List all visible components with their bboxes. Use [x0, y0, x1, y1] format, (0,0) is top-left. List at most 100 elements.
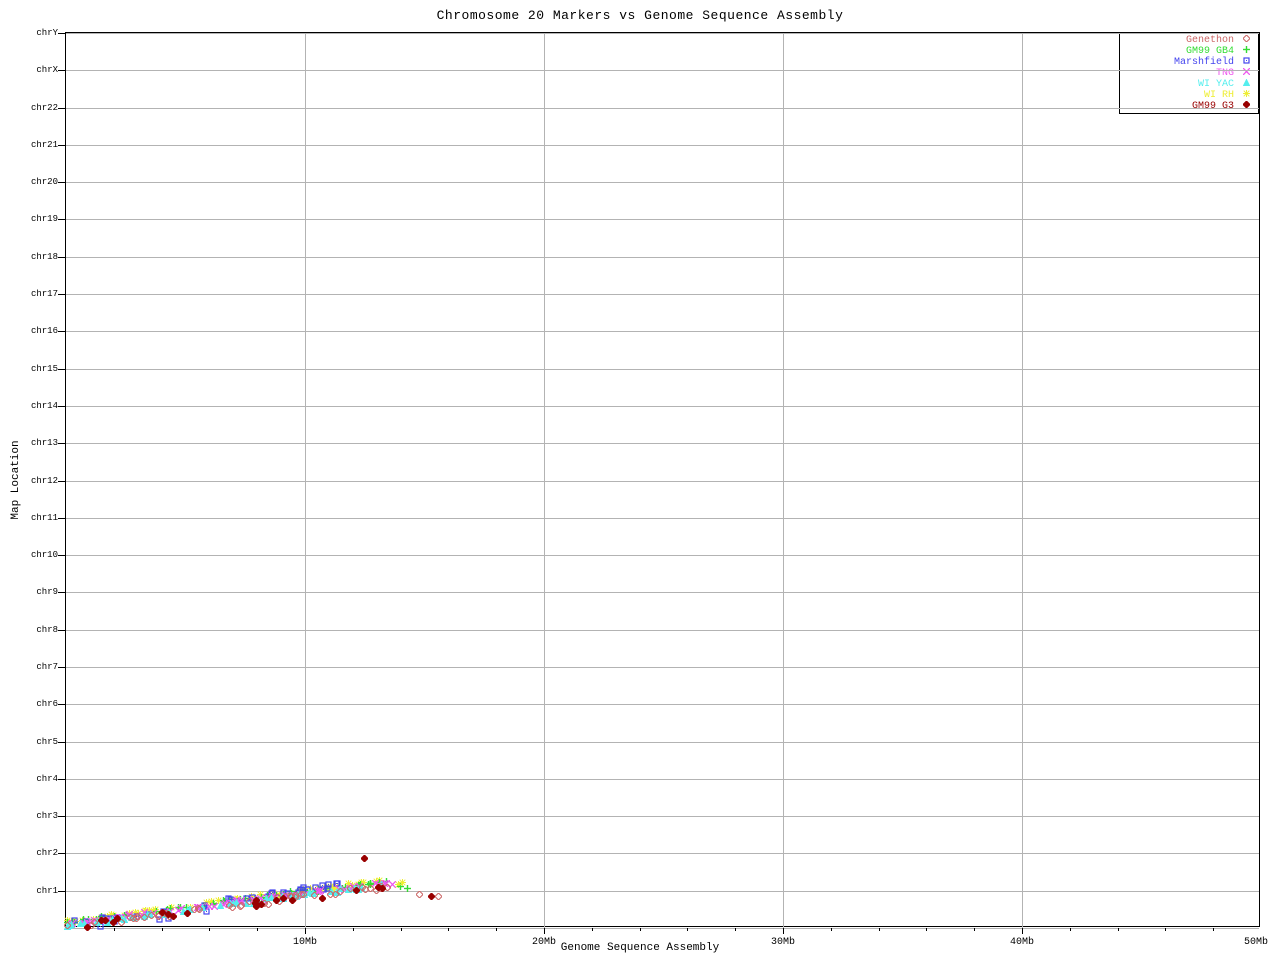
data-point-gm99-gb4[interactable] — [237, 896, 244, 903]
data-point-gm99-gb4[interactable] — [221, 898, 228, 905]
data-point-marshfield[interactable] — [334, 880, 341, 887]
data-point-wi-rh[interactable] — [90, 916, 97, 923]
data-point-genethon[interactable] — [246, 898, 253, 905]
data-point-wi-rh[interactable] — [121, 912, 128, 919]
data-point-gm99-gb4[interactable] — [210, 900, 217, 907]
data-point-marshfield[interactable] — [225, 895, 232, 902]
data-point-genethon[interactable] — [238, 902, 245, 909]
data-point-marshfield[interactable] — [71, 917, 78, 924]
data-point-genethon[interactable] — [237, 903, 244, 910]
data-point-tng[interactable] — [150, 910, 157, 917]
data-point-tng[interactable] — [280, 894, 287, 901]
data-point-gm99-g3[interactable] — [98, 917, 105, 924]
data-point-marshfield[interactable] — [165, 915, 172, 922]
data-point-wi-rh[interactable] — [317, 886, 324, 893]
data-point-gm99-g3[interactable] — [273, 897, 280, 904]
data-point-marshfield[interactable] — [133, 913, 140, 920]
data-point-tng[interactable] — [238, 897, 245, 904]
data-point-tng[interactable] — [226, 900, 233, 907]
data-point-tng[interactable] — [69, 920, 76, 927]
data-point-genethon[interactable] — [196, 906, 203, 913]
data-point-tng[interactable] — [220, 901, 227, 908]
data-point-tng[interactable] — [123, 914, 130, 921]
data-point-wi-rh[interactable] — [399, 879, 406, 886]
data-point-wi-yac[interactable] — [378, 882, 385, 889]
data-point-marshfield[interactable] — [97, 923, 104, 930]
data-point-marshfield[interactable] — [102, 915, 109, 922]
data-point-wi-rh[interactable] — [215, 897, 222, 904]
data-point-marshfield[interactable] — [265, 893, 272, 900]
data-point-gm99-gb4[interactable] — [64, 919, 71, 926]
data-point-wi-rh[interactable] — [150, 908, 157, 915]
data-point-marshfield[interactable] — [234, 898, 241, 905]
data-point-wi-yac[interactable] — [230, 900, 237, 907]
data-point-gm99-g3[interactable] — [184, 910, 191, 917]
data-point-wi-yac[interactable] — [199, 904, 206, 911]
data-point-tng[interactable] — [250, 896, 257, 903]
data-point-wi-rh[interactable] — [230, 897, 237, 904]
data-point-gm99-gb4[interactable] — [383, 878, 390, 885]
data-point-wi-rh[interactable] — [72, 918, 79, 925]
data-point-gm99-gb4[interactable] — [111, 913, 118, 920]
data-point-tng[interactable] — [350, 883, 357, 890]
data-point-gm99-gb4[interactable] — [69, 918, 76, 925]
data-point-gm99-gb4[interactable] — [177, 904, 184, 911]
data-point-wi-rh[interactable] — [327, 883, 334, 890]
data-point-genethon[interactable] — [141, 914, 148, 921]
data-point-gm99-gb4[interactable] — [247, 895, 254, 902]
data-point-genethon[interactable] — [287, 893, 294, 900]
data-point-wi-yac[interactable] — [184, 907, 191, 914]
data-point-wi-yac[interactable] — [109, 916, 116, 923]
data-point-genethon[interactable] — [166, 913, 173, 920]
data-point-gm99-g3[interactable] — [428, 893, 435, 900]
data-point-gm99-gb4[interactable] — [167, 905, 174, 912]
data-point-wi-rh[interactable] — [349, 882, 356, 889]
data-point-gm99-gb4[interactable] — [210, 901, 217, 908]
data-point-genethon[interactable] — [276, 898, 283, 905]
data-point-tng[interactable] — [175, 907, 182, 914]
data-point-gm99-g3[interactable] — [102, 917, 109, 924]
data-point-wi-rh[interactable] — [126, 910, 133, 917]
data-point-wi-rh[interactable] — [203, 899, 210, 906]
data-point-wi-rh[interactable] — [395, 881, 402, 888]
data-point-gm99-gb4[interactable] — [280, 891, 287, 898]
data-point-tng[interactable] — [102, 917, 109, 924]
data-point-genethon[interactable] — [292, 892, 299, 899]
data-point-tng[interactable] — [126, 911, 133, 918]
data-point-gm99-gb4[interactable] — [258, 894, 265, 901]
data-point-tng[interactable] — [84, 919, 91, 926]
data-point-gm99-gb4[interactable] — [355, 882, 362, 889]
data-point-tng[interactable] — [282, 892, 289, 899]
data-point-wi-yac[interactable] — [295, 891, 302, 898]
data-point-gm99-gb4[interactable] — [273, 892, 280, 899]
data-point-wi-rh[interactable] — [98, 914, 105, 921]
data-point-wi-rh[interactable] — [135, 910, 142, 917]
data-point-gm99-g3[interactable] — [252, 900, 259, 907]
data-point-tng[interactable] — [197, 904, 204, 911]
data-point-genethon[interactable] — [435, 893, 442, 900]
data-point-gm99-gb4[interactable] — [287, 888, 294, 895]
data-point-genethon[interactable] — [133, 915, 140, 922]
data-point-genethon[interactable] — [282, 893, 289, 900]
data-point-marshfield[interactable] — [160, 908, 167, 915]
data-point-genethon[interactable] — [311, 892, 318, 899]
data-point-gm99-g3[interactable] — [319, 895, 326, 902]
data-point-genethon[interactable] — [274, 894, 281, 901]
data-point-wi-yac[interactable] — [289, 893, 296, 900]
data-point-wi-rh[interactable] — [142, 907, 149, 914]
data-point-tng[interactable] — [381, 880, 388, 887]
data-point-genethon[interactable] — [265, 901, 272, 908]
data-point-wi-yac[interactable] — [217, 902, 224, 909]
data-point-gm99-gb4[interactable] — [158, 909, 165, 916]
data-point-tng[interactable] — [125, 912, 132, 919]
data-point-wi-yac[interactable] — [95, 918, 102, 925]
data-point-wi-yac[interactable] — [166, 909, 173, 916]
data-point-gm99-gb4[interactable] — [85, 916, 92, 923]
data-point-gm99-gb4[interactable] — [311, 888, 318, 895]
data-point-wi-yac[interactable] — [118, 915, 125, 922]
data-point-tng[interactable] — [104, 917, 111, 924]
data-point-gm99-gb4[interactable] — [367, 880, 374, 887]
data-point-genethon[interactable] — [229, 904, 236, 911]
data-point-genethon[interactable] — [148, 912, 155, 919]
data-point-genethon[interactable] — [156, 912, 163, 919]
